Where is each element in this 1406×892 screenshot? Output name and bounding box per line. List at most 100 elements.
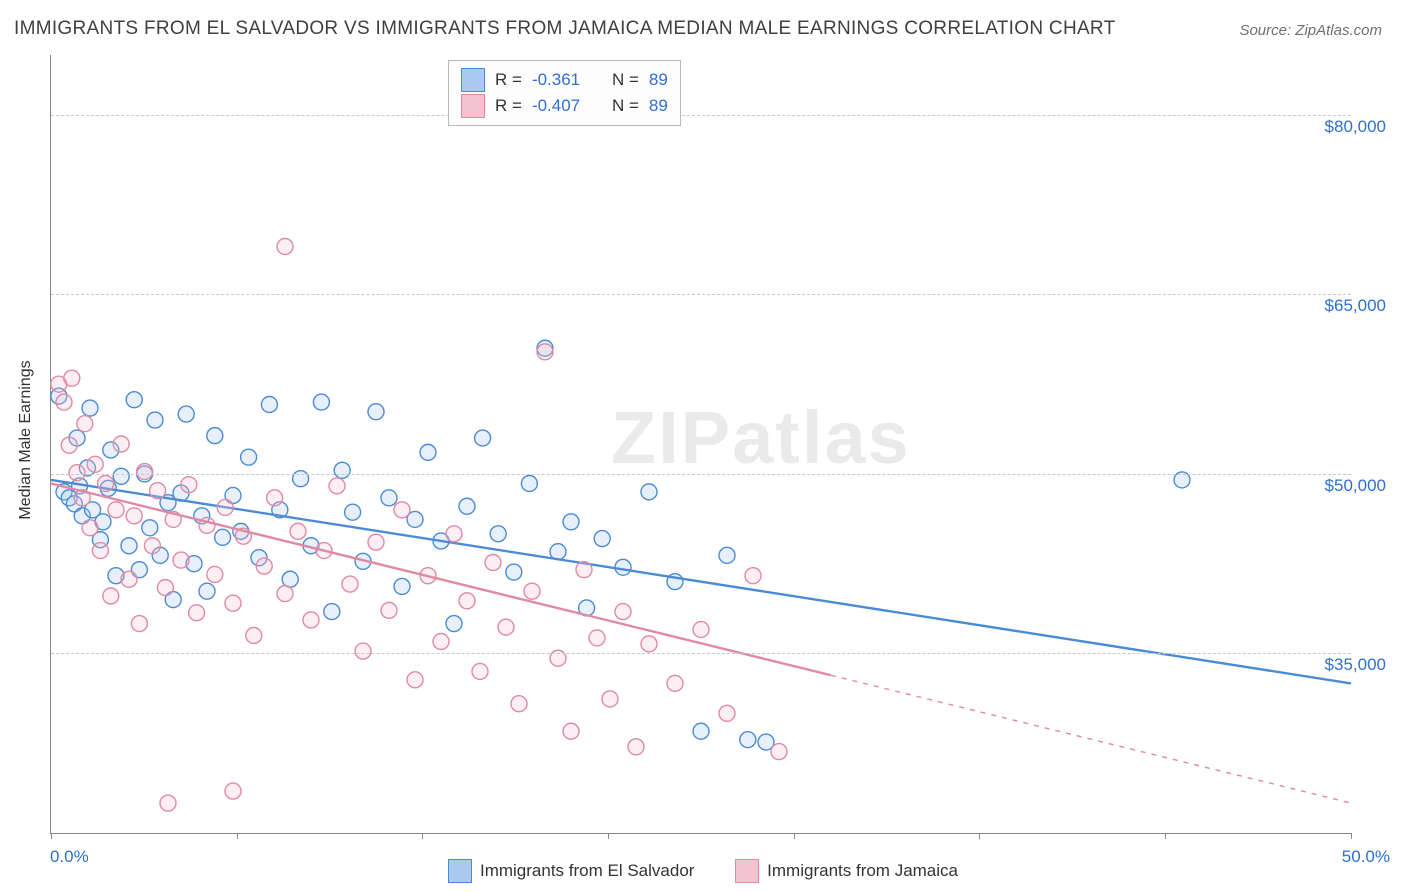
data-point xyxy=(719,547,735,563)
data-point xyxy=(290,523,306,539)
data-point xyxy=(506,564,522,580)
data-point xyxy=(563,514,579,530)
data-point xyxy=(641,636,657,652)
data-point xyxy=(667,675,683,691)
data-point xyxy=(433,633,449,649)
data-point xyxy=(498,619,514,635)
legend-item-0: Immigrants from El Salvador xyxy=(448,859,694,883)
data-point xyxy=(446,526,462,542)
y-tick-label: $65,000 xyxy=(1325,296,1386,316)
legend-item-1: Immigrants from Jamaica xyxy=(735,859,958,883)
data-point xyxy=(459,593,475,609)
gridline xyxy=(51,115,1351,116)
data-point xyxy=(77,416,93,432)
y-axis-title: Median Male Earnings xyxy=(17,360,35,519)
data-point xyxy=(394,502,410,518)
data-point xyxy=(313,394,329,410)
data-point xyxy=(92,543,108,559)
legend-swatch-1 xyxy=(461,94,485,118)
data-point xyxy=(225,783,241,799)
data-point xyxy=(345,504,361,520)
data-point xyxy=(144,538,160,554)
data-point xyxy=(641,484,657,500)
x-tick xyxy=(51,833,52,839)
data-point xyxy=(511,696,527,712)
data-point xyxy=(615,559,631,575)
data-point xyxy=(103,588,119,604)
source-label: Source: ZipAtlas.com xyxy=(1239,22,1382,39)
data-point xyxy=(277,586,293,602)
data-point xyxy=(121,538,137,554)
data-point xyxy=(368,404,384,420)
data-point xyxy=(225,595,241,611)
y-tick-label: $35,000 xyxy=(1325,655,1386,675)
r-value-1: -0.407 xyxy=(532,93,594,119)
data-point xyxy=(368,534,384,550)
data-point xyxy=(740,732,756,748)
data-point xyxy=(628,739,644,755)
r-label-0: R = xyxy=(495,67,522,93)
data-point xyxy=(64,370,80,386)
legend-swatch-0 xyxy=(461,68,485,92)
data-point xyxy=(381,490,397,506)
y-tick-label: $80,000 xyxy=(1325,117,1386,137)
data-point xyxy=(126,392,142,408)
y-tick-label: $50,000 xyxy=(1325,476,1386,496)
data-point xyxy=(446,616,462,632)
data-point xyxy=(472,663,488,679)
r-label-1: R = xyxy=(495,93,522,119)
plot-area: ZIPatlas xyxy=(50,55,1351,834)
data-point xyxy=(61,437,77,453)
chart-svg xyxy=(51,55,1351,833)
data-point xyxy=(87,456,103,472)
chart-container: IMMIGRANTS FROM EL SALVADOR VS IMMIGRANT… xyxy=(0,0,1406,892)
data-point xyxy=(329,478,345,494)
data-point xyxy=(160,795,176,811)
data-point xyxy=(181,477,197,493)
data-point xyxy=(131,616,147,632)
data-point xyxy=(537,344,553,360)
data-point xyxy=(277,239,293,255)
gridline xyxy=(51,653,1351,654)
data-point xyxy=(261,397,277,413)
data-point xyxy=(142,520,158,536)
data-point xyxy=(334,462,350,478)
data-point xyxy=(121,571,137,587)
data-point xyxy=(381,602,397,618)
data-point xyxy=(189,605,205,621)
x-tick xyxy=(979,833,980,839)
x-axis-max-label: 50.0% xyxy=(1342,847,1390,867)
data-point xyxy=(521,475,537,491)
n-value-0: 89 xyxy=(649,67,668,93)
data-point xyxy=(563,723,579,739)
data-point xyxy=(217,499,233,515)
n-value-1: 89 xyxy=(649,93,668,119)
legend-bottom-swatch-0 xyxy=(448,859,472,883)
data-point xyxy=(602,691,618,707)
data-point xyxy=(126,508,142,524)
legend-bottom-swatch-1 xyxy=(735,859,759,883)
data-point xyxy=(82,400,98,416)
data-point xyxy=(56,394,72,410)
gridline xyxy=(51,474,1351,475)
data-point xyxy=(207,428,223,444)
data-point xyxy=(615,604,631,620)
chart-title: IMMIGRANTS FROM EL SALVADOR VS IMMIGRANT… xyxy=(14,18,1116,40)
data-point xyxy=(241,449,257,465)
data-point xyxy=(355,643,371,659)
n-label-1: N = xyxy=(612,93,639,119)
data-point xyxy=(524,583,540,599)
trend-line-dashed xyxy=(831,675,1351,803)
data-point xyxy=(147,412,163,428)
legend-stats-row-0: R = -0.361 N = 89 xyxy=(461,67,668,93)
data-point xyxy=(324,604,340,620)
data-point xyxy=(113,468,129,484)
data-point xyxy=(576,562,592,578)
data-point xyxy=(113,436,129,452)
x-tick xyxy=(794,833,795,839)
x-tick xyxy=(1351,833,1352,839)
data-point xyxy=(420,444,436,460)
x-tick xyxy=(422,833,423,839)
data-point xyxy=(150,483,166,499)
data-point xyxy=(282,571,298,587)
